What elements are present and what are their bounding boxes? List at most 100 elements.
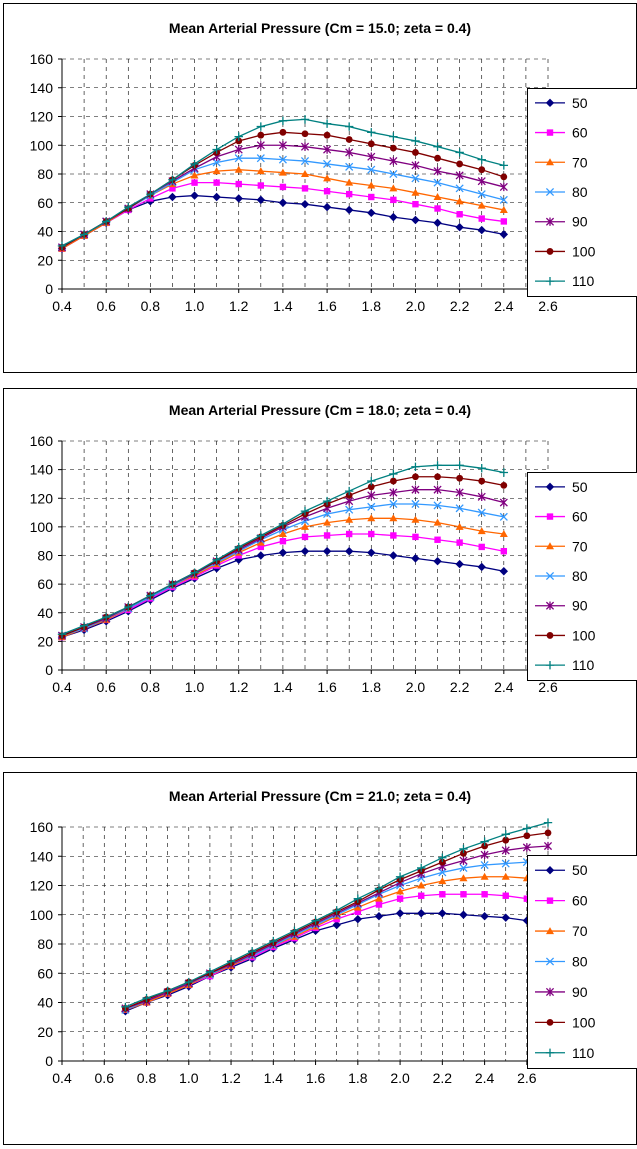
x-tick-label: 1.4 bbox=[273, 298, 293, 314]
data-point bbox=[459, 856, 468, 865]
y-tick-label: 120 bbox=[30, 109, 54, 125]
y-tick-label: 160 bbox=[30, 433, 54, 449]
data-point bbox=[101, 612, 111, 622]
data-point bbox=[389, 499, 398, 509]
y-tick-label: 0 bbox=[45, 281, 53, 297]
data-point bbox=[480, 837, 489, 846]
data-point bbox=[301, 170, 309, 177]
data-point bbox=[522, 916, 532, 925]
data-point bbox=[477, 527, 486, 535]
data-point bbox=[235, 180, 242, 188]
data-point bbox=[389, 514, 398, 522]
legend-label: 80 bbox=[572, 184, 588, 200]
chart-1-svg: Mean Arterial Pressure (Cm = 15.0; zeta … bbox=[3, 3, 637, 373]
data-point bbox=[367, 208, 376, 218]
data-point bbox=[455, 488, 464, 497]
data-point bbox=[411, 161, 420, 170]
y-tick-label: 160 bbox=[30, 51, 54, 67]
chart-panel-1: Mean Arterial Pressure (Cm = 15.0; zeta … bbox=[0, 0, 637, 377]
data-point bbox=[460, 891, 467, 898]
data-point bbox=[480, 850, 489, 859]
x-tick-label: 2.4 bbox=[475, 1070, 495, 1086]
data-point bbox=[375, 901, 383, 908]
data-point bbox=[345, 178, 354, 186]
y-tick-label: 80 bbox=[37, 936, 53, 952]
legend: 50 60 70 80 90 100 110 bbox=[527, 855, 637, 1069]
data-point bbox=[290, 926, 299, 936]
data-point bbox=[411, 499, 420, 509]
data-point bbox=[256, 531, 266, 540]
legend-label: 50 bbox=[572, 95, 588, 111]
data-point bbox=[353, 894, 363, 903]
data-point bbox=[433, 166, 442, 176]
data-point bbox=[323, 509, 332, 519]
data-point bbox=[345, 190, 353, 198]
data-point bbox=[433, 518, 442, 526]
data-point bbox=[278, 198, 288, 207]
data-point bbox=[323, 518, 332, 526]
data-point bbox=[480, 860, 489, 870]
data-point bbox=[478, 543, 485, 551]
data-point bbox=[499, 182, 508, 192]
data-point bbox=[322, 496, 332, 506]
x-tick-label: 1.8 bbox=[362, 298, 382, 314]
legend-marker bbox=[545, 217, 555, 226]
data-point bbox=[477, 201, 486, 209]
data-point bbox=[522, 843, 531, 852]
legend-marker bbox=[545, 601, 555, 610]
data-point bbox=[190, 159, 199, 169]
data-point bbox=[477, 155, 486, 164]
data-point bbox=[417, 881, 426, 889]
data-point bbox=[389, 477, 397, 485]
chart-panel-2: Mean Arterial Pressure (Cm = 18.0; zeta … bbox=[0, 385, 637, 762]
data-point bbox=[367, 476, 376, 486]
legend: 50 60 70 80 90 100 110 bbox=[527, 88, 637, 297]
y-tick-label: 100 bbox=[30, 519, 54, 535]
data-point bbox=[501, 872, 510, 880]
legend-marker bbox=[545, 571, 555, 581]
data-point bbox=[212, 167, 221, 175]
legend-label: 60 bbox=[572, 509, 588, 525]
data-point bbox=[323, 159, 332, 168]
legend-marker bbox=[545, 1048, 555, 1057]
data-point bbox=[256, 141, 265, 150]
data-point bbox=[256, 195, 266, 205]
data-point bbox=[101, 217, 111, 226]
data-point bbox=[433, 193, 442, 200]
y-tick-label: 60 bbox=[37, 965, 53, 981]
y-tick-label: 20 bbox=[37, 252, 53, 268]
data-point bbox=[205, 967, 215, 976]
data-point bbox=[499, 161, 509, 170]
data-point bbox=[256, 122, 266, 131]
chart-title: Mean Arterial Pressure (Cm = 18.0; zeta … bbox=[169, 402, 471, 418]
data-point bbox=[367, 128, 376, 137]
data-point bbox=[322, 119, 332, 128]
data-point bbox=[368, 193, 375, 201]
data-point bbox=[368, 530, 375, 538]
x-tick-label: 1.8 bbox=[362, 679, 382, 695]
data-point bbox=[433, 218, 442, 228]
data-point bbox=[300, 142, 310, 151]
x-tick-label: 0.4 bbox=[52, 679, 72, 695]
data-point bbox=[411, 485, 420, 494]
data-point bbox=[256, 167, 265, 175]
x-tick-label: 0.8 bbox=[141, 679, 161, 695]
x-tick-label: 2.0 bbox=[406, 679, 426, 695]
x-tick-label: 2.6 bbox=[538, 679, 558, 695]
data-point bbox=[502, 892, 509, 899]
data-point bbox=[374, 884, 384, 893]
data-point bbox=[163, 986, 172, 995]
data-point bbox=[395, 872, 405, 881]
y-tick-label: 140 bbox=[30, 80, 54, 96]
x-tick-label: 1.0 bbox=[185, 298, 205, 314]
data-point bbox=[499, 512, 508, 521]
y-tick-label: 80 bbox=[37, 548, 53, 564]
y-tick-label: 100 bbox=[30, 907, 54, 923]
y-tick-label: 160 bbox=[30, 819, 54, 835]
x-tick-label: 1.2 bbox=[221, 1070, 241, 1086]
data-point bbox=[543, 841, 553, 851]
x-tick-label: 0.8 bbox=[141, 298, 161, 314]
data-point bbox=[411, 515, 420, 523]
chart-title: Mean Arterial Pressure (Cm = 21.0; zeta … bbox=[169, 788, 471, 804]
data-point bbox=[523, 895, 531, 902]
